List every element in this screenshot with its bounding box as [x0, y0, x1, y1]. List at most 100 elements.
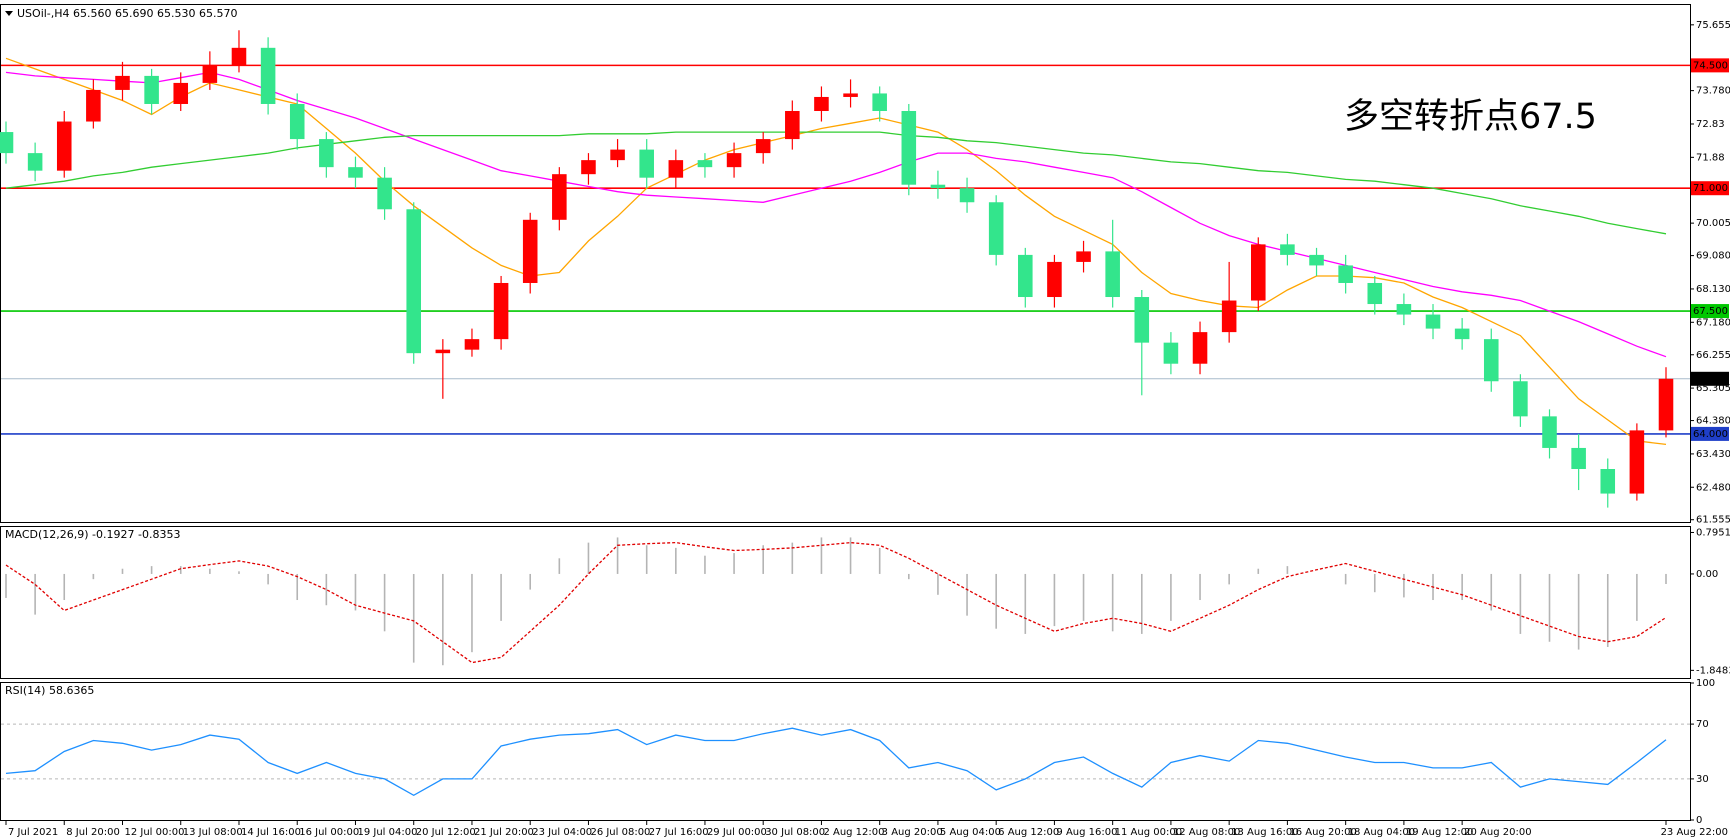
- y-tick-label: 69.080: [1696, 251, 1730, 262]
- candle-body: [435, 349, 451, 354]
- candle-body: [377, 177, 392, 210]
- price-tag: [1691, 304, 1729, 319]
- x-tick-label: 30 Jul 08:00: [765, 827, 825, 838]
- x-tick-label: 27 Jul 16:00: [649, 827, 709, 838]
- candle-body: [639, 149, 654, 178]
- candle-body: [1425, 314, 1441, 329]
- candle-body: [202, 65, 218, 83]
- x-tick-label: 18 Aug 04:00: [1348, 827, 1415, 838]
- x-tick-label: 11 Aug 00:00: [1115, 827, 1182, 838]
- candle-body: [56, 121, 72, 171]
- candle-body: [814, 96, 829, 111]
- y-tick-label: 73.780: [1696, 86, 1730, 97]
- candle-body: [27, 153, 43, 171]
- moving-average: [5, 131, 1667, 235]
- x-tick-label: 14 Jul 16:00: [241, 827, 301, 838]
- candle-body: [1309, 254, 1324, 266]
- candle-body: [1105, 251, 1120, 298]
- x-tick-label: 20 Jul 12:00: [416, 827, 476, 838]
- y-tick-label: 30: [1696, 774, 1709, 785]
- price-title: USOil-,H4 65.560 65.690 65.530 65.570: [17, 7, 237, 20]
- x-tick-label: 13 Aug 16:00: [1231, 827, 1298, 838]
- candle-body: [1338, 265, 1353, 283]
- candle-body: [1396, 304, 1412, 315]
- candle-body: [1221, 300, 1237, 333]
- candle-body: [522, 219, 538, 283]
- candle-body: [1018, 254, 1033, 298]
- x-tick-label: 16 Jul 00:00: [299, 827, 359, 838]
- candle-body: [406, 209, 421, 354]
- x-tick-label: 12 Jul 00:00: [124, 827, 184, 838]
- candle-body: [1280, 244, 1295, 255]
- y-tick-label: 0: [1696, 815, 1702, 826]
- price-tag: [1691, 371, 1729, 386]
- x-tick-label: 19 Aug 12:00: [1406, 827, 1473, 838]
- x-tick-label: 23 Jul 04:00: [532, 827, 592, 838]
- x-tick-label: 21 Jul 20:00: [474, 827, 534, 838]
- candle-body: [697, 160, 713, 168]
- candle-body: [872, 93, 887, 111]
- x-tick-label: 2 Aug 12:00: [823, 827, 884, 838]
- symbol-menu-icon[interactable]: [5, 11, 13, 16]
- candle-body: [0, 132, 14, 154]
- price-tag-label: 65.570: [1693, 374, 1728, 385]
- y-tick-label: 70.005: [1696, 218, 1730, 229]
- candle-body: [289, 103, 305, 140]
- candle-body: [1076, 251, 1091, 262]
- y-tick-label: 100: [1696, 678, 1715, 689]
- candle-body: [231, 47, 247, 66]
- candle-body: [668, 160, 684, 178]
- y-tick-label: -1.8483: [1696, 665, 1730, 676]
- candle-body: [1192, 332, 1208, 364]
- y-tick-label: 63.430: [1696, 449, 1730, 460]
- candle-body: [1134, 297, 1150, 343]
- y-tick-label: 66.255: [1696, 350, 1730, 361]
- candle-body: [1483, 339, 1499, 382]
- price-tag: [1691, 58, 1729, 73]
- y-tick-label: 71.88: [1696, 152, 1725, 163]
- candle-body: [1454, 328, 1470, 340]
- candle-body: [552, 174, 567, 220]
- moving-average: [5, 71, 1667, 358]
- candle-body: [260, 47, 276, 104]
- candle-body: [581, 160, 596, 175]
- candle-body: [1658, 378, 1674, 431]
- candle-body: [464, 339, 480, 350]
- rsi-panel-frame: [0, 682, 1691, 821]
- candle-body: [86, 89, 101, 122]
- macd-panel-frame: [0, 526, 1691, 679]
- x-tick-label: 20 Aug 20:00: [1464, 827, 1531, 838]
- annotation: 多空转折点67.5: [1344, 97, 1597, 137]
- x-tick-label: 29 Jul 00:00: [707, 827, 767, 838]
- x-tick-label: 6 Aug 12:00: [998, 827, 1059, 838]
- candle-body: [173, 82, 189, 104]
- candle-body: [1542, 416, 1557, 448]
- candle-body: [785, 110, 800, 140]
- candle-body: [930, 184, 946, 189]
- candle-body: [901, 110, 917, 185]
- candle-body: [726, 153, 742, 168]
- candle-body: [348, 167, 363, 178]
- candle-body: [1513, 381, 1528, 417]
- x-tick-label: 8 Jul 20:00: [66, 827, 120, 838]
- candle-body: [1571, 447, 1586, 470]
- x-tick-label: 23 Aug 22:00: [1661, 827, 1728, 838]
- candle-body: [1251, 244, 1266, 301]
- y-tick-label: 72.83: [1696, 119, 1725, 130]
- x-tick-label: 5 Aug 04:00: [940, 827, 1001, 838]
- candle-body: [755, 139, 771, 154]
- candle-body: [1163, 342, 1179, 364]
- price-tag-label: 71.000: [1693, 183, 1728, 194]
- rsi-title: RSI(14) 58.6365: [5, 684, 94, 697]
- candle-body: [144, 75, 159, 104]
- moving-average: [5, 57, 1667, 446]
- y-tick-label: 64.380: [1696, 416, 1730, 427]
- macd-title: MACD(12,26,9) -0.1927 -0.8353: [5, 528, 180, 541]
- y-tick-label: 68.130: [1696, 284, 1730, 295]
- signal-line: [5, 541, 1667, 664]
- candle-body: [1367, 282, 1383, 305]
- candle-body: [610, 149, 625, 161]
- price-tag-label: 64.000: [1693, 429, 1728, 440]
